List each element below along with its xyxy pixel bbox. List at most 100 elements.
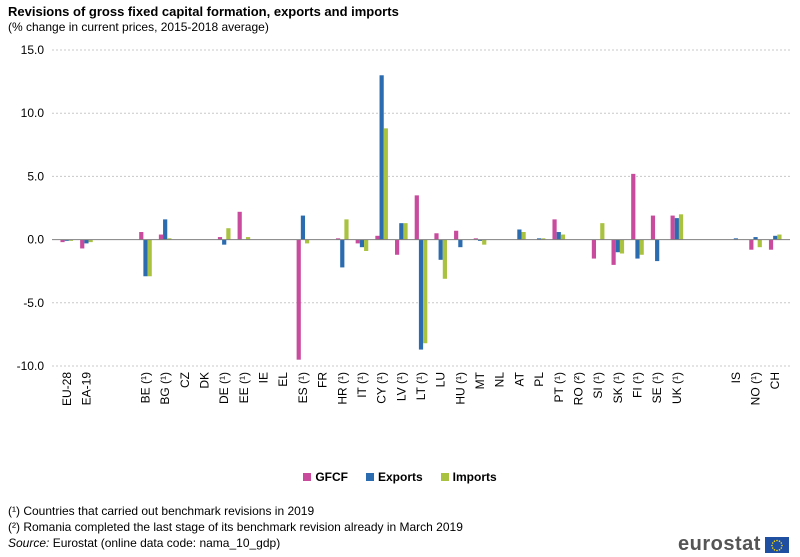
bar-gfcf <box>611 239 616 265</box>
bar-gfcf <box>473 238 478 240</box>
x-tick-label: AT <box>512 371 526 386</box>
legend-swatch-exports <box>365 473 374 481</box>
x-tick-label: BE (¹) <box>138 372 152 403</box>
bar-imports <box>777 234 782 240</box>
x-tick-label: LU <box>434 372 448 387</box>
y-tick-label: 10.0 <box>21 106 45 120</box>
bar-imports <box>423 239 428 344</box>
bar-imports <box>147 239 152 277</box>
bar-imports <box>88 239 93 243</box>
bar-imports <box>521 232 526 240</box>
x-tick-label: DK <box>198 372 212 389</box>
legend-item-imports: Imports <box>440 470 497 484</box>
bar-imports <box>482 239 487 245</box>
bar-exports <box>340 239 345 268</box>
bar-gfcf <box>80 239 85 249</box>
bar-exports <box>143 239 148 277</box>
legend-label-imports: Imports <box>452 470 497 484</box>
x-tick-label: EU-28 <box>60 372 74 406</box>
x-tick-label: PL <box>532 372 546 387</box>
legend-item-exports: Exports <box>365 470 423 484</box>
bar-exports <box>536 238 542 240</box>
x-tick-label: EA-19 <box>79 372 93 406</box>
bar-imports <box>639 239 644 255</box>
eu-flag-icon <box>764 536 789 553</box>
x-tick-label: EE (¹) <box>237 372 251 403</box>
bar-exports <box>556 232 561 240</box>
x-tick-label: PT (¹) <box>552 372 566 402</box>
x-tick-label: IE <box>257 372 271 383</box>
bar-gfcf <box>591 239 597 259</box>
x-tick-label: BG (¹) <box>158 372 172 405</box>
bar-exports <box>733 238 738 240</box>
bar-gfcf <box>670 215 675 240</box>
bar-exports <box>674 218 679 240</box>
bar-gfcf <box>650 215 656 240</box>
bar-imports <box>541 238 546 240</box>
x-tick-label: IT (¹) <box>355 372 369 398</box>
bar-gfcf <box>237 211 242 240</box>
legend-label-exports: Exports <box>377 470 423 484</box>
x-tick-label: DE (¹) <box>217 372 231 404</box>
bar-exports <box>615 239 620 253</box>
bar-exports <box>84 239 89 244</box>
chart-title: Revisions of gross fixed capital formati… <box>8 4 399 19</box>
legend-swatch-gfcf <box>303 473 312 481</box>
bar-imports <box>245 237 251 240</box>
bar-imports <box>560 234 566 240</box>
x-tick-label: ES (¹) <box>296 372 310 403</box>
bar-gfcf <box>749 239 754 250</box>
bar-imports <box>757 239 762 248</box>
bar-imports <box>226 228 231 240</box>
y-tick-label: -5.0 <box>23 296 44 310</box>
bar-imports <box>344 219 349 240</box>
x-tick-label: FR <box>316 372 330 388</box>
bar-imports <box>305 239 310 244</box>
bar-imports <box>678 214 684 240</box>
x-tick-label: SK (¹) <box>611 372 625 403</box>
bar-imports <box>364 239 369 251</box>
bar-imports <box>442 239 447 279</box>
bar-imports <box>167 238 172 240</box>
x-tick-label: RO (²) <box>571 372 585 405</box>
bar-imports <box>619 239 625 254</box>
x-tick-label: MT <box>473 371 487 389</box>
x-tick-label: NL <box>493 372 507 388</box>
x-tick-label: CY (¹) <box>375 372 389 404</box>
x-tick-label: SI (¹) <box>591 372 605 399</box>
footnote-1: (¹) Countries that carried out benchmark… <box>8 504 315 518</box>
bar-exports <box>438 239 443 260</box>
bar-exports <box>477 239 483 241</box>
x-tick-label: CZ <box>178 372 192 388</box>
legend-item-gfcf: GFCF <box>303 470 348 484</box>
bar-exports <box>418 239 424 350</box>
source-label: Source: <box>8 536 50 550</box>
bar-gfcf <box>631 173 636 240</box>
bar-gfcf <box>217 237 223 240</box>
bar-gfcf <box>139 232 144 240</box>
bar-gfcf <box>375 235 380 240</box>
bar-imports <box>383 128 388 240</box>
y-tick-label: 0.0 <box>27 233 44 247</box>
x-tick-label: LV (¹) <box>394 372 408 401</box>
x-tick-label: IS <box>729 372 743 383</box>
x-tick-label: EL <box>276 372 290 387</box>
y-tick-label: 15.0 <box>21 43 45 57</box>
bar-gfcf <box>395 239 400 255</box>
bar-gfcf <box>454 230 459 240</box>
bar-exports <box>163 219 168 240</box>
bar-chart: 15.0 10.0 5.0 0.0 -5.0 -10.0 EU-28 EA-19 BE (¹) B… <box>17 43 790 406</box>
x-tick-label: CH <box>768 372 782 389</box>
bar-gfcf <box>552 219 557 240</box>
chart-subtitle: (% change in current prices, 2015-2018 a… <box>8 20 269 34</box>
bar-exports <box>222 239 227 245</box>
x-tick-label: LT (¹) <box>414 372 428 400</box>
bar-gfcf <box>434 233 439 240</box>
legend: GFCF Exports Imports <box>0 470 800 484</box>
source-text: Eurostat (online data code: nama_10_gdp) <box>49 536 281 550</box>
bar-gfcf <box>158 234 164 240</box>
x-tick-label: NO (¹) <box>749 372 763 405</box>
bar-exports <box>300 215 306 240</box>
bar-gfcf <box>355 239 360 244</box>
logo-text: eurostat <box>678 533 761 555</box>
